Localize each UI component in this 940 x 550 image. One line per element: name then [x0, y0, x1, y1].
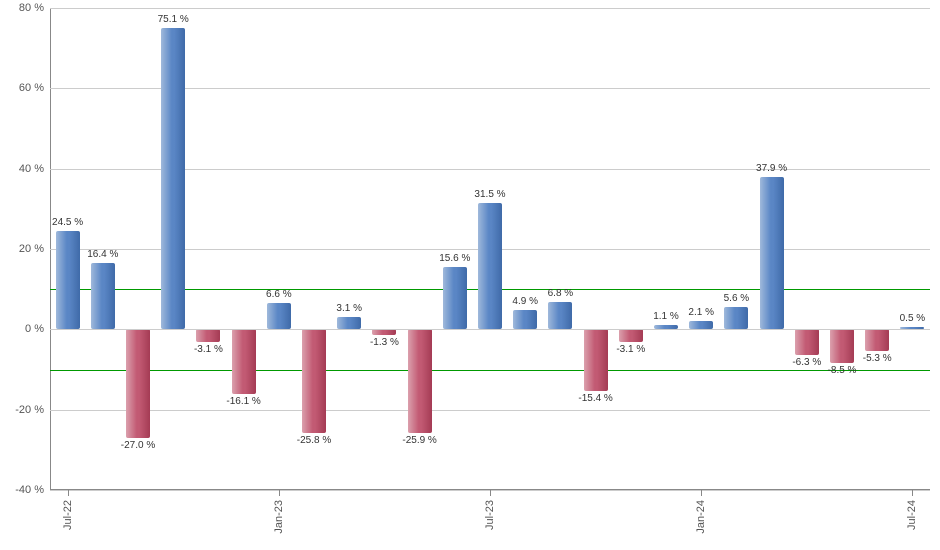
x-tick-label: Jan-24 — [695, 500, 707, 534]
bar-negative — [795, 329, 819, 354]
y-tick-label: 0 % — [25, 323, 44, 335]
bar-value-label: -1.3 % — [370, 337, 399, 348]
bar-value-label: -15.4 % — [578, 393, 612, 404]
bar-negative — [584, 329, 608, 391]
bar-value-label: 75.1 % — [158, 14, 189, 25]
bar-value-label: -16.1 % — [226, 396, 260, 407]
bar-value-label: 6.6 % — [266, 289, 292, 300]
bar-value-label: 1.1 % — [653, 311, 679, 322]
reference-line — [50, 370, 930, 371]
bar-negative — [126, 329, 150, 437]
x-tick — [68, 490, 69, 496]
bar-value-label: 2.1 % — [688, 307, 714, 318]
bar-value-label: 4.9 % — [512, 296, 538, 307]
x-tick — [701, 490, 702, 496]
bar-value-label: 24.5 % — [52, 217, 83, 228]
bar-value-label: 0.5 % — [900, 313, 926, 324]
bar-positive — [478, 203, 502, 330]
bar-value-label: 5.6 % — [724, 293, 750, 304]
y-tick-label: 60 % — [19, 82, 44, 94]
bar-positive — [724, 307, 748, 329]
bar-value-label: -8.5 % — [828, 365, 857, 376]
x-tick — [279, 490, 280, 496]
bar-positive — [161, 28, 185, 330]
y-tick-label: 20 % — [19, 243, 44, 255]
bar-positive — [443, 267, 467, 330]
bar-value-label: 37.9 % — [756, 163, 787, 174]
gridline — [50, 8, 930, 9]
zero-line — [50, 329, 930, 330]
x-tick-label: Jul-24 — [906, 500, 918, 530]
bar-positive — [760, 177, 784, 329]
bar-value-label: 3.1 % — [336, 303, 362, 314]
percentage-bar-chart: -40 % -20 % 0 % 20 % 40 % 60 % 80 % Jul-22 Jan-2… — [0, 0, 940, 550]
bar-positive — [91, 263, 115, 329]
x-tick-label: Jul-23 — [484, 500, 496, 530]
bar-positive — [513, 310, 537, 330]
bar-value-label: -3.1 % — [616, 344, 645, 355]
y-tick-label: 80 % — [19, 2, 44, 14]
bar-value-label: -25.8 % — [297, 435, 331, 446]
bar-negative — [408, 329, 432, 433]
bar-negative — [865, 329, 889, 350]
bar-positive — [689, 321, 713, 329]
gridline — [50, 410, 930, 411]
bar-value-label: -25.9 % — [402, 435, 436, 446]
bar-positive — [548, 302, 572, 329]
bar-negative — [232, 329, 256, 394]
bar-value-label: -6.3 % — [792, 357, 821, 368]
x-tick — [912, 490, 913, 496]
bar-positive — [267, 303, 291, 330]
y-tick-label: -20 % — [15, 404, 44, 416]
plot-area: -40 %-20 %0 %20 %40 %60 %80 %Jul-22Jan-2… — [50, 8, 930, 490]
bar-negative — [196, 329, 220, 341]
bar-negative — [619, 329, 643, 341]
y-tick-label: -40 % — [15, 484, 44, 496]
bar-value-label: 6.8 % — [548, 288, 574, 299]
bar-positive — [56, 231, 80, 329]
y-tick-label: 40 % — [19, 163, 44, 175]
x-tick — [490, 490, 491, 496]
x-tick-label: Jan-23 — [273, 500, 285, 534]
bar-value-label: -27.0 % — [121, 440, 155, 451]
bar-value-label: -3.1 % — [194, 344, 223, 355]
bar-value-label: 15.6 % — [439, 253, 470, 264]
x-tick-label: Jul-22 — [62, 500, 74, 530]
bar-value-label: -5.3 % — [863, 353, 892, 364]
bar-value-label: 16.4 % — [87, 249, 118, 260]
bar-value-label: 31.5 % — [474, 189, 505, 200]
bar-negative — [830, 329, 854, 363]
bar-negative — [302, 329, 326, 433]
bar-positive — [337, 317, 361, 329]
